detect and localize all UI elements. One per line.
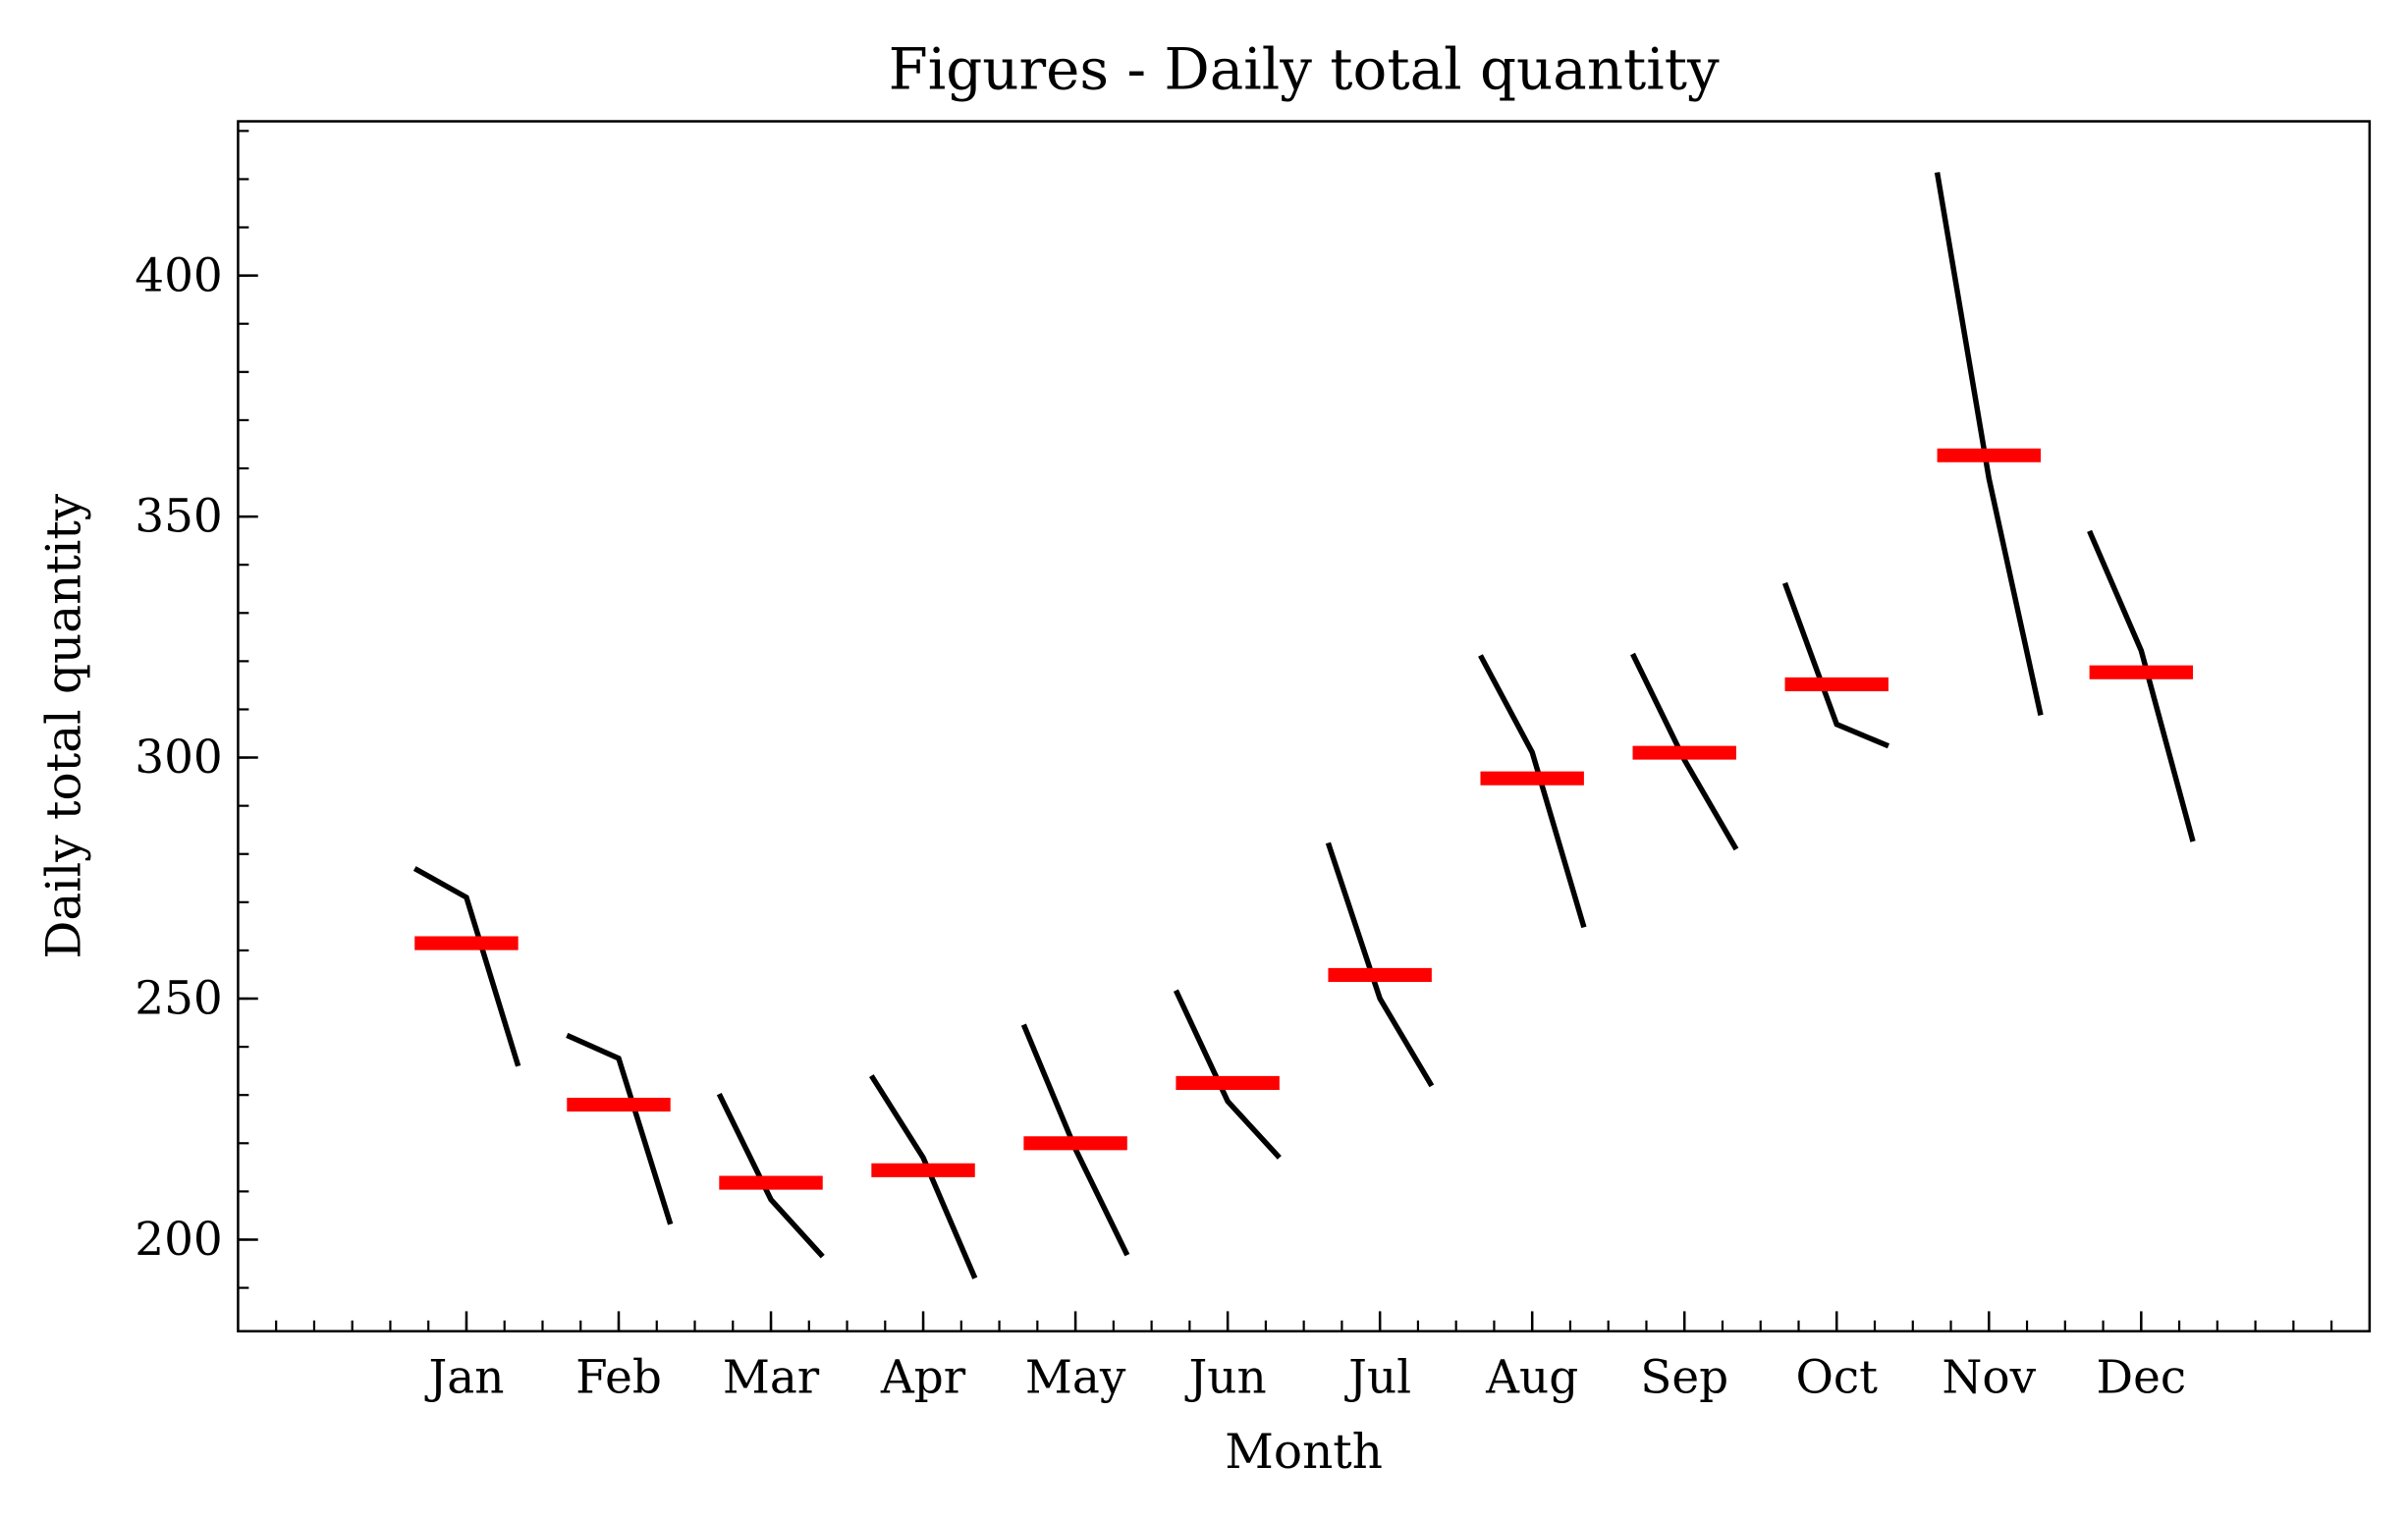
subseries-line [1325, 841, 1435, 1088]
y-tick-label: 300 [135, 731, 223, 785]
x-tick-label: Dec [2097, 1350, 2187, 1404]
y-tick-label: 250 [135, 972, 223, 1026]
subseries-line [869, 1074, 978, 1279]
y-tick-label: 400 [135, 248, 223, 302]
subseries-line [566, 1032, 674, 1225]
subseries-line [1934, 172, 2044, 716]
y-axis-label: Daily total quantity [36, 493, 91, 958]
x-tick-label: Nov [1942, 1350, 2036, 1404]
chart-title: Figures - Daily total quantity [889, 36, 1720, 103]
y-tick-label: 350 [135, 490, 223, 544]
y-tick-label: 200 [135, 1213, 223, 1267]
x-axis-label: Month [1225, 1425, 1383, 1480]
subseries-line [716, 1093, 825, 1259]
subseries-line [1478, 654, 1587, 929]
subseries-line [1630, 652, 1739, 851]
subseries-line [1781, 581, 1890, 749]
x-tick-label: Oct [1795, 1350, 1878, 1404]
subseries-line [1173, 989, 1282, 1160]
subseries-line [412, 866, 521, 1067]
x-tick-label: Sep [1640, 1350, 1728, 1404]
x-tick-label: Mar [723, 1350, 820, 1404]
x-tick-label: Feb [575, 1350, 662, 1404]
x-tick-label: Jul [1344, 1350, 1411, 1404]
x-tick-label: May [1025, 1350, 1126, 1404]
x-tick-label: Apr [880, 1350, 966, 1404]
subseries-line [2087, 529, 2196, 842]
x-tick-label: Aug [1485, 1350, 1578, 1404]
x-tick-label: Jan [424, 1350, 504, 1404]
x-tick-label: Jun [1185, 1350, 1267, 1404]
